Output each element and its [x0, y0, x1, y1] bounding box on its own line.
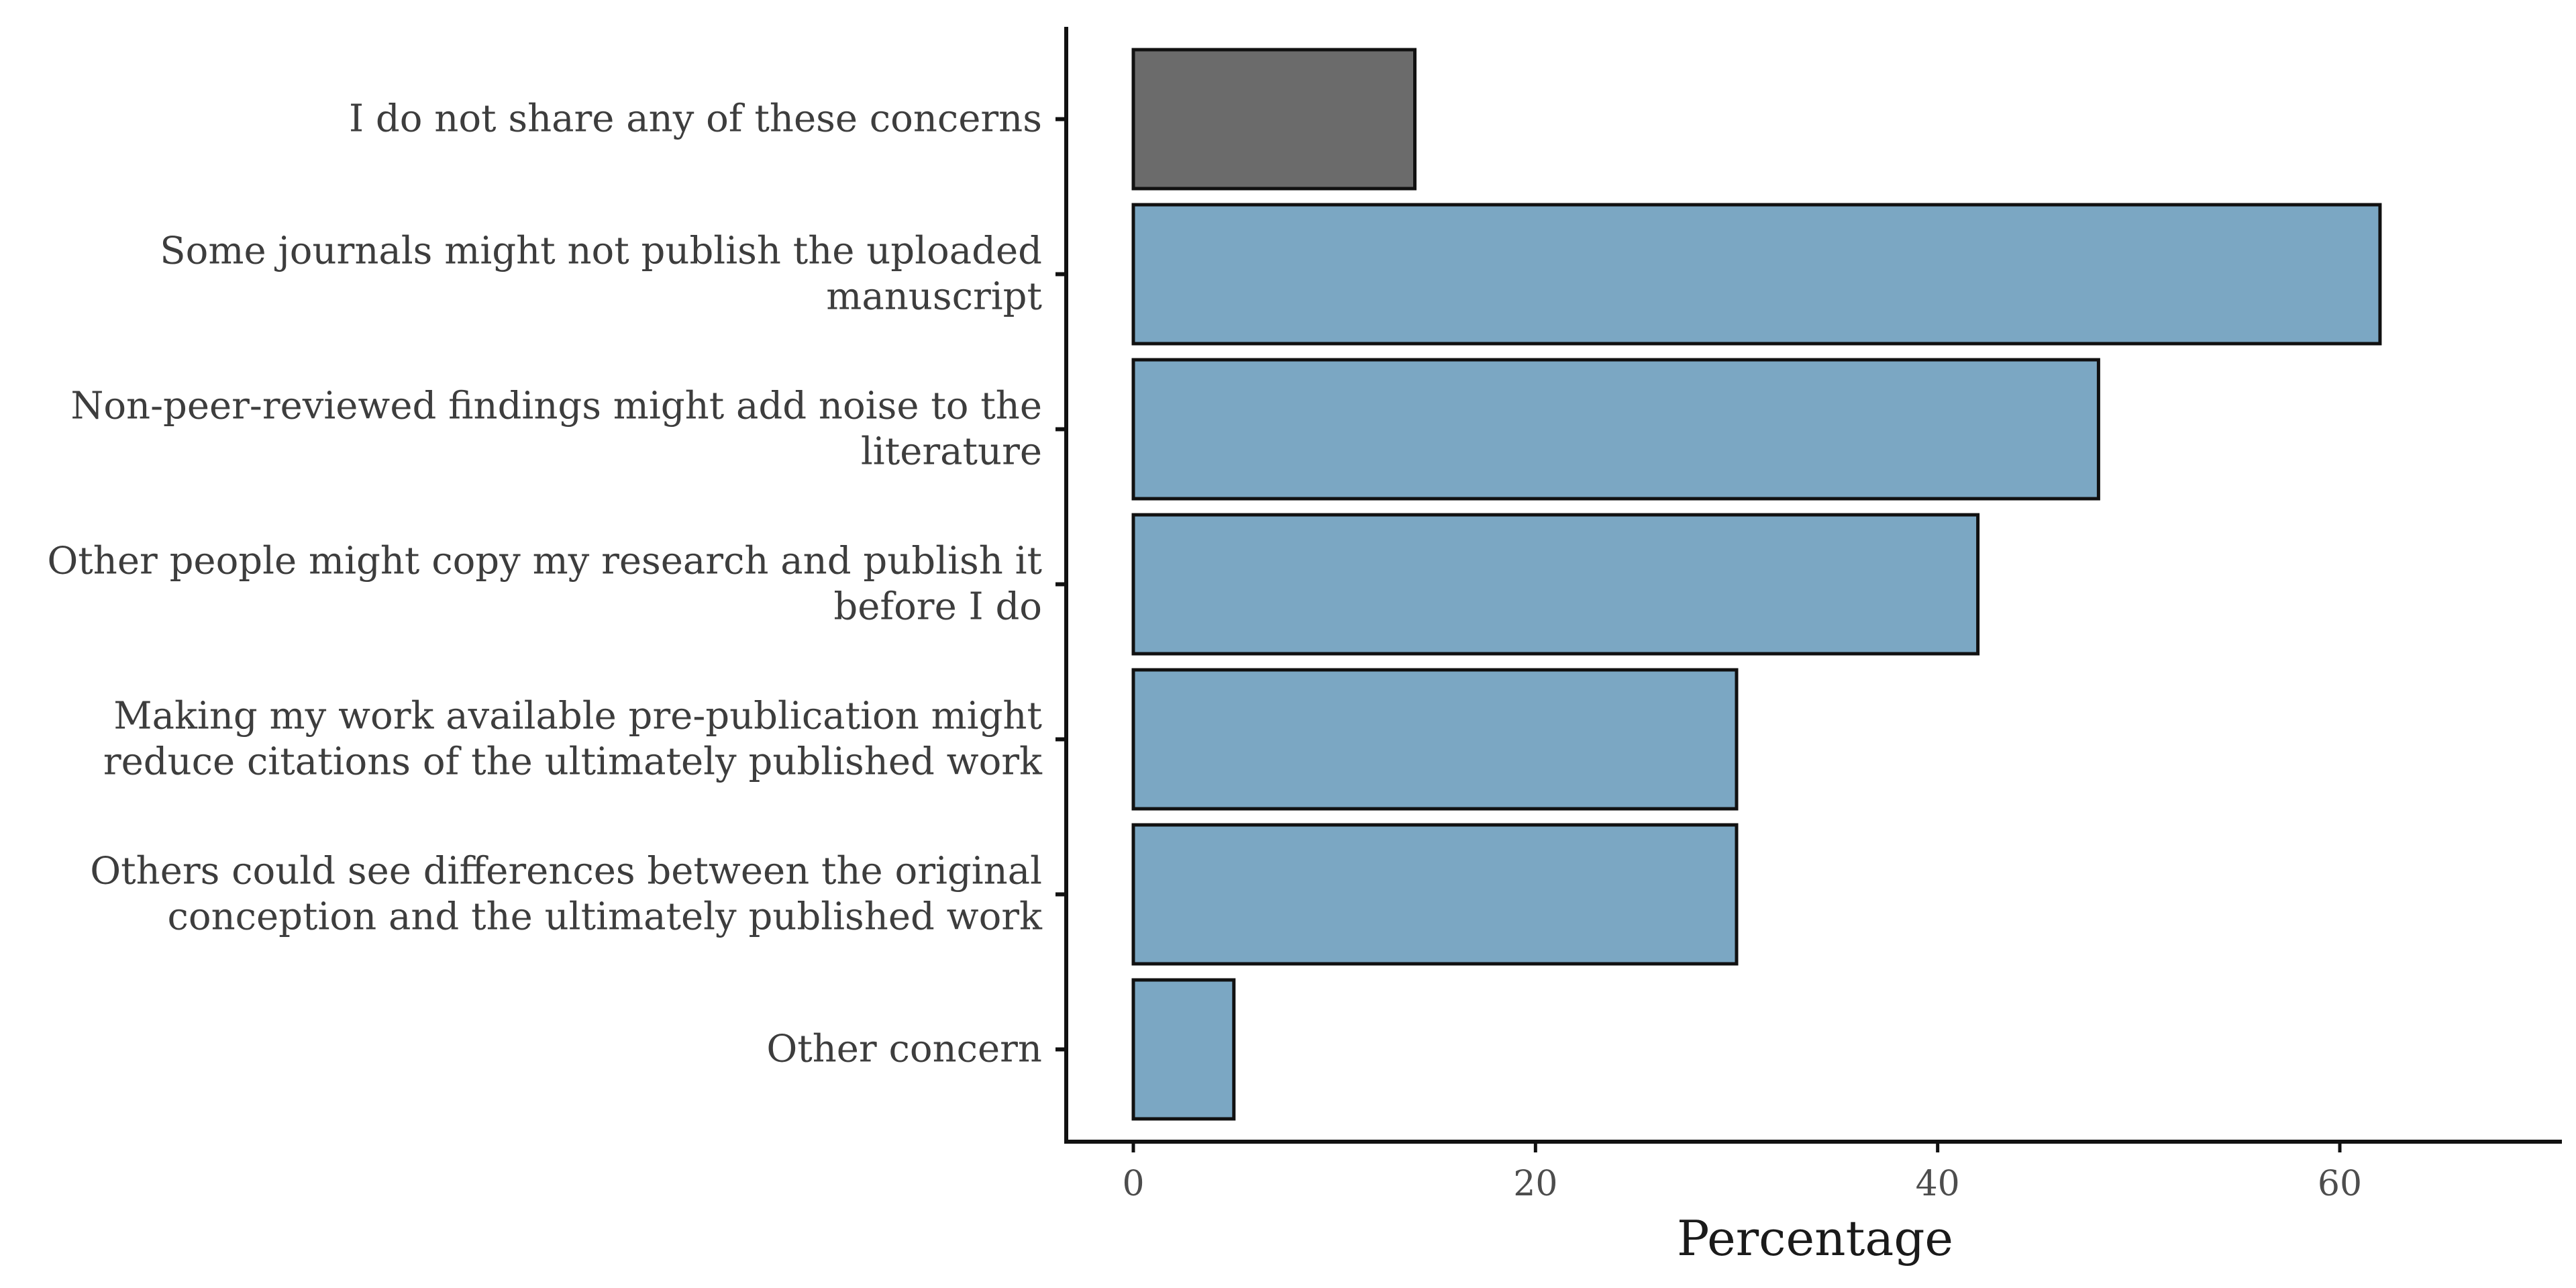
- y-tick-label: Others could see differences between the…: [90, 850, 1043, 939]
- y-tick-label: Making my work available pre-publication…: [103, 695, 1043, 784]
- y-tick-label-line: manuscript: [826, 275, 1042, 319]
- y-tick-label-line: reduce citations of the ultimately publi…: [103, 740, 1043, 784]
- x-tick-label: 40: [1916, 1164, 1960, 1204]
- y-tick-label: Some journals might not publish the uplo…: [160, 230, 1042, 319]
- bar: [1131, 978, 1236, 1121]
- bars: [1131, 48, 2382, 1121]
- x-tick-label: 20: [1513, 1164, 1557, 1204]
- y-tick-label-line: Non-peer-reviewed findings might add noi…: [70, 385, 1042, 428]
- y-tick-label-line: Making my work available pre-publication…: [113, 695, 1042, 738]
- y-tick-label-line: conception and the ultimately published …: [167, 895, 1043, 939]
- bar: [1131, 48, 1417, 191]
- bar: [1131, 668, 1739, 811]
- x-axis-title: Percentage: [1677, 1210, 1953, 1267]
- x-tick-label: 0: [1122, 1164, 1144, 1204]
- y-axis: I do not share any of these concerns Some…: [47, 27, 1068, 1144]
- y-tick-label-line: Some journals might not publish the uplo…: [160, 230, 1042, 273]
- bar: [1131, 513, 1980, 656]
- y-tick-label: Other concern: [766, 1028, 1042, 1071]
- bar: [1131, 203, 2382, 346]
- y-tick-label: Other people might copy my research and …: [47, 540, 1042, 629]
- y-tick-label-line: Other concern: [766, 1028, 1042, 1071]
- bar: [1131, 823, 1739, 966]
- y-tick-label: Non-peer-reviewed findings might add noi…: [70, 385, 1042, 474]
- y-tick-label-line: literature: [861, 430, 1042, 474]
- bar: [1131, 358, 2100, 501]
- x-axis: 0 20 40 60: [1064, 1140, 2562, 1204]
- y-tick-label-line: Other people might copy my research and …: [47, 540, 1042, 583]
- y-tick-label-line: before I do: [833, 585, 1042, 629]
- y-tick-label-line: I do not share any of these concerns: [349, 97, 1042, 141]
- y-tick-label: I do not share any of these concerns: [349, 97, 1042, 141]
- x-tick-label: 60: [2318, 1164, 2362, 1204]
- y-tick-label-line: Others could see differences between the…: [90, 850, 1042, 893]
